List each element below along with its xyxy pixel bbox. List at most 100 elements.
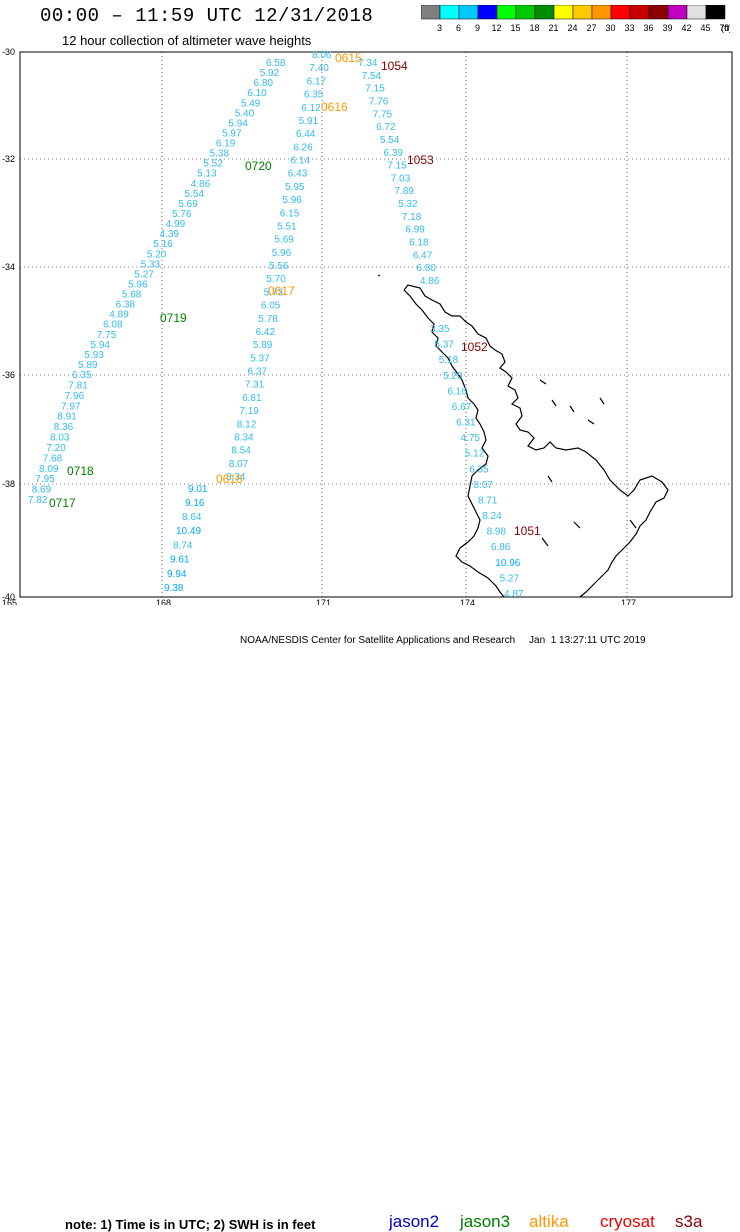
wave-height-value: 7.81 <box>68 380 88 391</box>
wave-height-value: 6.58 <box>266 58 286 69</box>
wave-height-value: 5.27 <box>500 573 520 584</box>
wave-height-value: 7.34 <box>358 58 378 69</box>
wave-height-value: 5.38 <box>210 149 230 160</box>
wave-height-value: 6.43 <box>288 169 308 180</box>
pass-label: 0719 <box>160 311 187 325</box>
map-subtitle: 12 hour collection of altimeter wave hei… <box>62 33 312 48</box>
wave-height-value: 8.06 <box>312 50 332 61</box>
wave-height-value: 4.86 <box>191 179 211 190</box>
wave-height-value: 8.03 <box>50 433 70 444</box>
wave-height-value: 7.82 <box>28 495 48 506</box>
wave-height-value: 8.34 <box>226 472 246 483</box>
wave-height-value: 7.40 <box>309 63 329 74</box>
pass-label: 0720 <box>245 159 272 173</box>
wave-height-value: 7.68 <box>43 453 63 464</box>
wave-height-value: 8.07 <box>474 480 494 491</box>
wave-height-value: 5.89 <box>253 340 273 351</box>
wave-height-value: 6.12 <box>301 103 321 114</box>
altimeter-tracks: 6.585.926.806.105.495.405.945.976.195.38… <box>28 50 524 600</box>
wave-height-value: 5.94 <box>228 118 248 129</box>
pass-label: 1054 <box>381 59 408 73</box>
wave-height-value: 5.96 <box>272 248 292 259</box>
legend-note: note: 1) Time is in UTC; 2) SWH is in fe… <box>65 1217 316 1232</box>
wave-height-value: 8.54 <box>231 446 251 457</box>
wave-height-value: 8.34 <box>234 432 254 443</box>
wave-height-value: 7.54 <box>362 71 382 82</box>
pass-label: 1051 <box>514 524 541 538</box>
wave-height-value: 6.17 <box>307 76 327 87</box>
wave-height-value: 6.39 <box>384 148 404 159</box>
wave-height-value: 6.86 <box>491 542 511 553</box>
wave-height-value: 9.38 <box>164 583 184 594</box>
wave-height-value: 6.08 <box>103 320 123 331</box>
wave-height-value: 8.36 <box>54 422 74 433</box>
wave-height-value: 6.35 <box>469 464 489 475</box>
color-scale-label: 24 <box>567 23 577 33</box>
wave-height-value: 10.96 <box>495 558 520 569</box>
wave-height-value: 6.14 <box>291 156 311 167</box>
wave-height-value: 6.35 <box>304 90 324 101</box>
pass-label: 0718 <box>67 464 94 478</box>
wave-height-value: 7.03 <box>391 173 411 184</box>
lat-lon-grid <box>20 52 732 597</box>
wave-height-value: 5.97 <box>222 129 242 140</box>
wave-height-value: 4.99 <box>166 219 186 230</box>
wave-height-value: 5.20 <box>147 249 167 260</box>
north-island-coastline <box>377 274 669 598</box>
color-scale-label: (ft) <box>721 23 730 33</box>
color-scale-label: 12 <box>491 23 501 33</box>
color-scale-label: 70 <box>719 23 729 33</box>
wave-height-value: 6.35 <box>72 370 92 381</box>
wave-height-value: 5.78 <box>258 314 278 325</box>
wave-height-value: 5.27 <box>134 269 154 280</box>
wave-height-value: 6.10 <box>247 88 267 99</box>
wave-height-value: 8.98 <box>487 527 507 538</box>
wave-height-value: 8.07 <box>229 459 249 470</box>
pass-label: 0616 <box>321 100 348 114</box>
pass-label: 1053 <box>407 153 434 167</box>
wave-height-value: 7.97 <box>61 401 81 412</box>
wave-height-value: 5.91 <box>299 116 319 127</box>
wave-height-value: 4.39 <box>160 229 180 240</box>
wave-height-value: 5.73 <box>264 287 284 298</box>
pass-label: 0615 <box>335 51 362 65</box>
wave-height-value: 5.12 <box>465 449 485 460</box>
color-scale-label: 36 <box>643 23 653 33</box>
color-scale-label: 6 <box>456 23 461 33</box>
wave-height-value: 6.80 <box>416 263 436 274</box>
wave-height-value: 7.19 <box>239 406 259 417</box>
wave-height-value: 5.69 <box>178 199 198 210</box>
lat-tick-label: -32 <box>2 154 15 164</box>
wave-height-value: 6.31 <box>456 418 476 429</box>
wave-height-value: 9.94 <box>167 569 187 580</box>
wave-height-value: 5.54 <box>185 189 205 200</box>
wave-height-value: 7.75 <box>97 330 117 341</box>
wave-height-value: 8.91 <box>57 412 77 423</box>
wave-height-value: 6.72 <box>376 122 396 133</box>
legend-sat-cryosat: cryosat <box>600 1212 655 1231</box>
wave-height-value: 8.12 <box>237 419 257 430</box>
color-scale-label: 15 <box>510 23 520 33</box>
wave-height-value: 4.87 <box>504 589 524 600</box>
wave-height-value: 6.47 <box>413 250 433 261</box>
map-title: 00:00 – 11:59 UTC 12/31/2018 <box>40 5 374 27</box>
pass-label: 0717 <box>49 496 76 510</box>
lon-tick-label: 165 <box>2 598 17 605</box>
wave-height-value: 5.20 <box>443 371 463 382</box>
wave-height-value: 6.44 <box>296 129 316 140</box>
color-scale-label: 21 <box>548 23 558 33</box>
wave-height-value: 6.18 <box>409 238 429 249</box>
wave-height-value: 6.05 <box>261 301 281 312</box>
wave-height-value: 6.81 <box>242 393 262 404</box>
wave-height-value: 4.86 <box>420 276 440 287</box>
wave-height-value: 6.67 <box>452 402 472 413</box>
wave-height-value: 5.89 <box>78 360 98 371</box>
lat-tick-label: -30 <box>2 47 15 57</box>
wave-height-value: 5.76 <box>172 209 192 220</box>
lat-tick-label: -36 <box>2 370 15 380</box>
lon-tick-label: 177 <box>621 598 636 605</box>
wave-height-value: 5.96 <box>282 195 302 206</box>
legend-sat-altika: altika <box>529 1212 569 1231</box>
